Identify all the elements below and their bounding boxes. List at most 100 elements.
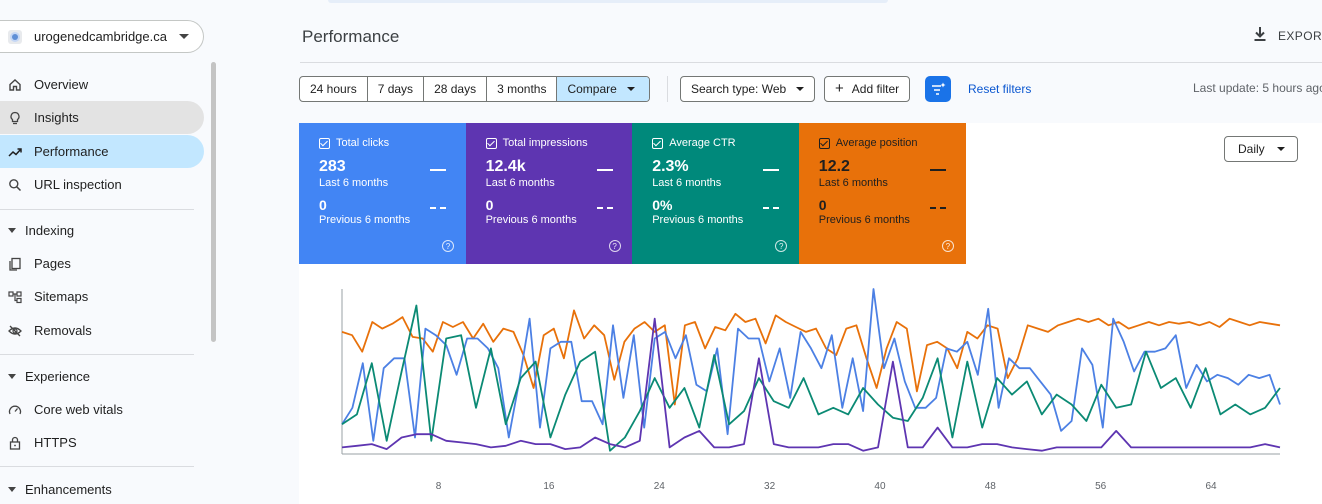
sidebar-divider bbox=[0, 209, 194, 210]
metric-value: 2.3% bbox=[652, 158, 689, 175]
lightbulb-icon bbox=[8, 111, 22, 125]
metric-previous-period: Previous 6 months bbox=[485, 214, 577, 226]
series-line-0[interactable] bbox=[341, 309, 1281, 406]
sidebar-item-label: Core web vitals bbox=[34, 402, 123, 417]
performance-card: Total clicks 283 Last 6 months 0 Previous 6 … bbox=[299, 123, 1322, 504]
metric-previous-value: 0% bbox=[652, 197, 673, 213]
solid-line-legend-icon bbox=[929, 169, 946, 171]
metric-tile-total-clicks[interactable]: Total clicks 283 Last 6 months 0 Previous 6 … bbox=[299, 123, 466, 264]
home-icon bbox=[8, 78, 22, 92]
sidebar-item-https[interactable]: HTTPS bbox=[0, 426, 204, 459]
metric-previous-period: Previous 6 months bbox=[818, 214, 910, 226]
section-label: Enhancements bbox=[25, 481, 112, 497]
section-label: Experience bbox=[25, 368, 91, 384]
reset-filters-link[interactable]: Reset filters bbox=[968, 82, 1032, 96]
metric-period: Last 6 months bbox=[485, 177, 555, 189]
metric-checkbox[interactable] bbox=[319, 137, 330, 149]
filter-settings-button[interactable] bbox=[925, 76, 951, 102]
dropdown-arrow-icon bbox=[1276, 147, 1285, 151]
sitemap-icon bbox=[8, 290, 22, 304]
range-28-days-button[interactable]: 28 days bbox=[424, 77, 488, 101]
x-tick-label: 64 bbox=[1205, 481, 1217, 492]
sidebar-item-overview[interactable]: Overview bbox=[0, 68, 204, 101]
dashed-line-legend-icon bbox=[430, 207, 446, 209]
trending-up-icon bbox=[8, 145, 22, 159]
dropdown-arrow-icon bbox=[796, 87, 805, 91]
granularity-dropdown[interactable]: Daily bbox=[1224, 136, 1298, 162]
sidebar-item-sitemaps[interactable]: Sitemaps bbox=[0, 280, 204, 313]
sidebar-scrollbar[interactable] bbox=[211, 62, 216, 342]
sidebar-item-core-web-vitals[interactable]: Core web vitals bbox=[0, 393, 204, 426]
search-type-dropdown[interactable]: Search type: Web bbox=[680, 76, 816, 102]
collapse-triangle-icon bbox=[8, 227, 16, 233]
dashed-line-legend-icon bbox=[596, 207, 613, 209]
x-tick-label: 32 bbox=[764, 481, 776, 492]
property-favicon-icon bbox=[8, 29, 22, 44]
metric-name: Average CTR bbox=[669, 137, 736, 149]
sidebar-item-label: Overview bbox=[34, 77, 89, 92]
performance-chart: 8 16 24 32 40 48 56 64 bbox=[341, 288, 1281, 492]
sidebar-item-pages[interactable]: Pages bbox=[0, 247, 204, 280]
x-tick-label: 16 bbox=[543, 481, 555, 492]
last-update-text: Last update: 5 hours ago bbox=[1193, 81, 1322, 95]
help-icon[interactable]: ? bbox=[442, 240, 454, 252]
add-filter-button[interactable]: + Add filter bbox=[824, 76, 911, 102]
metric-value: 12.4k bbox=[485, 158, 526, 175]
section-label: Indexing bbox=[25, 222, 75, 238]
collapse-triangle-icon bbox=[8, 373, 16, 379]
metric-period: Last 6 months bbox=[319, 177, 389, 189]
property-selector[interactable]: urogenedcambridge.ca bbox=[0, 20, 204, 53]
metric-previous-value: 0 bbox=[818, 197, 827, 213]
metric-tile-average-ctr[interactable]: Average CTR 2.3% Last 6 months 0% Previous 6… bbox=[632, 123, 800, 264]
chevron-down-icon bbox=[179, 34, 189, 39]
series-line-2[interactable] bbox=[341, 304, 1281, 452]
compare-dropdown[interactable]: Compare bbox=[557, 77, 649, 101]
help-icon[interactable]: ? bbox=[775, 240, 788, 252]
series-line-1[interactable] bbox=[341, 288, 1281, 442]
page-title: Performance bbox=[302, 27, 400, 46]
series-line-3[interactable] bbox=[341, 317, 1281, 452]
search-type-label: Search type: Web bbox=[691, 82, 787, 96]
sidebar-section-enhancements[interactable]: Enhancements bbox=[0, 477, 200, 501]
help-icon[interactable]: ? bbox=[941, 240, 954, 252]
sidebar-item-label: HTTPS bbox=[34, 435, 77, 450]
export-button[interactable]: EXPORT bbox=[1253, 26, 1322, 45]
lock-icon bbox=[8, 436, 22, 450]
sidebar-section-indexing[interactable]: Indexing bbox=[0, 218, 200, 242]
metric-checkbox[interactable] bbox=[652, 137, 664, 149]
dropdown-arrow-icon bbox=[626, 87, 635, 91]
metric-tile-total-impressions[interactable]: Total impressions 12.4k Last 6 months 0 Prev… bbox=[465, 123, 633, 264]
range-3-months-button[interactable]: 3 months bbox=[487, 77, 558, 101]
metric-name: Total clicks bbox=[336, 137, 390, 149]
date-range-selector: 24 hours 7 days 28 days 3 months Compare bbox=[299, 76, 650, 102]
metric-header: Total impressions bbox=[485, 137, 633, 149]
sidebar-item-performance[interactable]: Performance bbox=[0, 135, 204, 168]
x-tick-label: 40 bbox=[874, 481, 886, 492]
sidebar-item-insights[interactable]: Insights bbox=[0, 101, 204, 134]
x-tick-label: 8 bbox=[436, 481, 442, 492]
sidebar-item-url-inspection[interactable]: URL inspection bbox=[0, 168, 204, 201]
export-label: EXPORT bbox=[1278, 28, 1322, 43]
search-icon bbox=[8, 178, 22, 192]
range-24-hours-button[interactable]: 24 hours bbox=[300, 77, 368, 101]
property-name: urogenedcambridge.ca bbox=[34, 29, 167, 44]
filter-separator bbox=[667, 76, 668, 102]
metric-checkbox[interactable] bbox=[818, 137, 830, 149]
solid-line-legend-icon bbox=[763, 169, 780, 171]
metric-tile-average-position[interactable]: Average position 12.2 Last 6 months 0 Previo… bbox=[798, 123, 966, 264]
help-icon[interactable]: ? bbox=[608, 240, 621, 252]
range-7-days-button[interactable]: 7 days bbox=[368, 77, 425, 101]
metric-previous-period: Previous 6 months bbox=[319, 214, 411, 226]
collapse-triangle-icon bbox=[8, 486, 16, 492]
sidebar-item-label: URL inspection bbox=[34, 177, 122, 192]
sidebar-divider bbox=[0, 354, 194, 355]
sidebar-item-label: Insights bbox=[34, 110, 79, 125]
metric-previous-period: Previous 6 months bbox=[652, 214, 744, 226]
filter-sparkle-icon bbox=[932, 82, 946, 95]
metric-name: Total impressions bbox=[502, 137, 588, 149]
metric-checkbox[interactable] bbox=[485, 137, 497, 149]
sidebar-section-experience[interactable]: Experience bbox=[0, 364, 200, 388]
sidebar-item-removals[interactable]: Removals bbox=[0, 314, 204, 347]
sidebar: urogenedcambridge.ca Overview Insights P… bbox=[0, 0, 218, 504]
